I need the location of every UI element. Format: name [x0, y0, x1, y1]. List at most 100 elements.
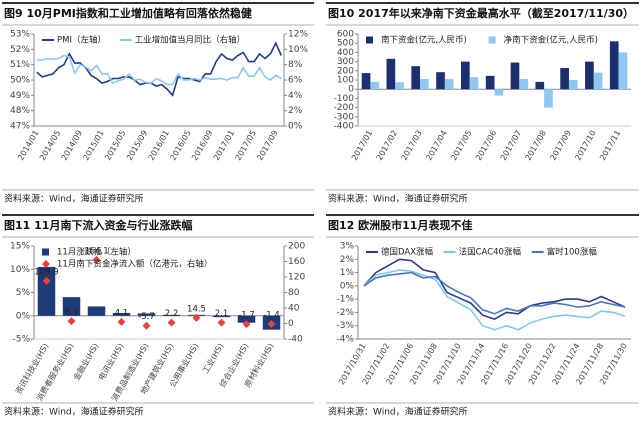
x-tick-label: 2015/09 [125, 129, 149, 162]
y-tick-label: -100 [334, 94, 355, 104]
y-tick-label: 15% [10, 242, 30, 252]
x-tick-label: 2017/05 [449, 129, 473, 162]
y-tick-label: 51% [10, 60, 30, 70]
x-tick-label: 2014/01 [16, 129, 40, 162]
bar [411, 66, 421, 90]
y-tick-label: 10% [10, 265, 30, 275]
panel-title: 图9 10月PMI指数和工业增加值略有回落依然稳健 [4, 6, 253, 20]
x-tick-label: 电讯业(HS) [96, 341, 125, 382]
bar [420, 79, 429, 90]
y-tick-label: 0 [348, 85, 354, 95]
line-series [36, 41, 283, 97]
legend-label: 11月南下资金净流入额（亿港元，右轴） [57, 259, 212, 270]
data-label: 109.9 [34, 267, 58, 277]
y-tick-label: -5% [12, 335, 30, 345]
y2-tick-label: 12% [288, 30, 308, 40]
y2-tick-label: 200 [288, 242, 305, 252]
y2-tick-label: 40 [288, 304, 300, 314]
y-tick-label: -2% [336, 308, 354, 318]
x-tick-label: 2016/09 [190, 129, 214, 162]
bar [212, 315, 231, 318]
bar [62, 297, 81, 316]
source: 资料来源：Wind，海通证券研究所 [328, 406, 468, 418]
bar [37, 266, 56, 316]
y2-tick-label: 160 [288, 257, 305, 267]
bar [560, 68, 569, 90]
x-tick-label: 2017/01 [212, 129, 236, 162]
y-tick-label: -300 [334, 112, 355, 122]
y2-tick-label: 2% [288, 106, 303, 116]
bar [370, 81, 380, 90]
y-tick-label: 100 [337, 76, 354, 86]
bar [593, 72, 603, 90]
y-tick-label: -1% [336, 295, 354, 305]
bar [460, 61, 470, 90]
marker [192, 313, 201, 322]
y-tick-label: -400 [334, 122, 355, 132]
y2-tick-label: -40 [288, 335, 303, 345]
line-series [363, 271, 626, 315]
legend-label: 富时100涨幅 [547, 247, 598, 258]
bar [162, 314, 181, 316]
legend-swatch [42, 260, 50, 268]
legend-label: 净南下资金(亿元,人民币) [504, 35, 598, 46]
y2-tick-label: 4% [288, 91, 303, 101]
data-label: -1.4 [263, 311, 280, 321]
x-tick-label: 2017/09 [255, 129, 279, 162]
bar [510, 62, 520, 90]
y-tick-label: -3% [336, 321, 354, 331]
line-series [36, 54, 282, 86]
data-label: 2.1 [215, 309, 229, 319]
x-tick-label: 2014/05 [38, 129, 62, 162]
source: 资料来源：Wind，海通证券研究所 [4, 406, 144, 418]
marker [167, 318, 176, 327]
y2-tick-label: 120 [288, 273, 305, 283]
x-tick-label: 2017/03 [400, 129, 424, 162]
x-tick-label: 2016/01 [147, 129, 171, 162]
marker [42, 276, 51, 285]
y-tick-label: 47% [10, 122, 30, 132]
y-tick-label: 50% [10, 76, 30, 86]
legend-label: PMI（左轴） [57, 35, 106, 46]
marker [92, 255, 101, 264]
y-tick-label: 53% [10, 30, 30, 40]
y-tick-label: 0% [16, 311, 31, 321]
legend-label: 德国DAX涨幅 [381, 247, 434, 258]
panel-title: 图10 2017年以来净南下资金最高水平（截至2017/11/30） [328, 6, 634, 20]
bar [544, 89, 553, 108]
marker [267, 320, 276, 329]
x-tick-label: 2016/05 [168, 129, 192, 162]
x-tick-label: 2017/06 [474, 129, 498, 162]
y-tick-label: 1% [340, 268, 355, 278]
x-tick-label: 2014/09 [60, 129, 84, 162]
data-label: 2.2 [165, 309, 179, 319]
marker [242, 320, 251, 329]
source: 资料来源：Wind，海通证券研究所 [328, 193, 468, 205]
x-tick-label: 金融业(HS) [71, 341, 100, 382]
line-series [363, 269, 626, 331]
y-tick-label: 200 [337, 66, 354, 76]
bar [519, 79, 529, 90]
bar [386, 58, 396, 90]
y-tick-label: -200 [334, 103, 355, 113]
legend-swatch [42, 248, 49, 256]
bar [112, 312, 131, 316]
y-tick-label: 48% [10, 106, 30, 116]
data-label: -1.7 [238, 311, 255, 321]
y-tick-label: 500 [337, 39, 354, 49]
panel-title: 图11 11月南下流入资金与行业涨跌幅 [4, 218, 192, 232]
bar [568, 80, 578, 90]
legend-swatch [488, 36, 496, 44]
bar [469, 77, 479, 90]
legend-label: 工业增加值当月同比（右轴） [135, 35, 246, 46]
bar [609, 41, 619, 90]
x-tick-label: 2017/07 [499, 129, 523, 162]
marker [67, 317, 76, 326]
x-tick-label: 2017/09 [548, 129, 572, 162]
bar [436, 72, 445, 90]
x-tick-label: 2017/08 [524, 129, 548, 162]
y2-tick-label: 10% [288, 45, 308, 55]
y-tick-label: -4% [336, 335, 354, 345]
y2-tick-label: 0 [288, 319, 294, 329]
